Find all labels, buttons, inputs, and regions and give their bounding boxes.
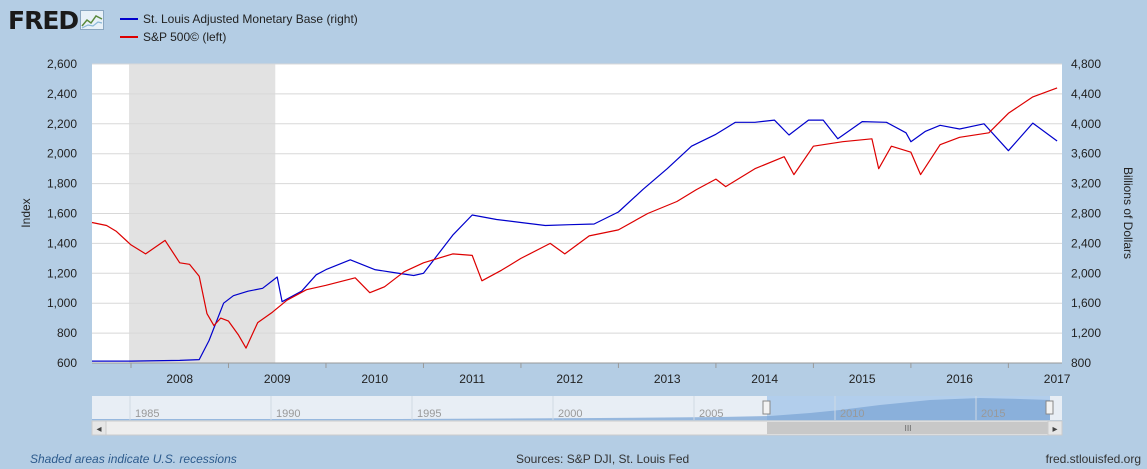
navigator-year-label: 1995 bbox=[417, 408, 441, 420]
x-tick-label: 2008 bbox=[166, 372, 193, 386]
y-tick-label-left: 2,400 bbox=[47, 87, 77, 101]
x-tick-label: 2011 bbox=[459, 372, 485, 386]
x-tick-label: 2015 bbox=[849, 372, 876, 386]
y-tick-label-right: 3,200 bbox=[1071, 177, 1101, 191]
navigator-handle-right[interactable] bbox=[1045, 400, 1054, 415]
navigator-year-label: 1990 bbox=[276, 408, 300, 420]
series-line-sp500[interactable] bbox=[91, 87, 1058, 349]
scroll-right-icon: ▸ bbox=[1052, 424, 1057, 435]
legend-item-monetary-base[interactable]: St. Louis Adjusted Monetary Base (right) bbox=[120, 10, 358, 28]
x-tick-label: 2014 bbox=[751, 372, 778, 386]
y-tick-label-right: 1,600 bbox=[1071, 296, 1101, 310]
legend-label: St. Louis Adjusted Monetary Base (right) bbox=[143, 12, 358, 26]
fred-logo[interactable]: FRED bbox=[8, 5, 105, 35]
legend-swatch-blue bbox=[120, 18, 138, 20]
legend-item-sp500[interactable]: S&P 500© (left) bbox=[120, 28, 358, 46]
scroll-left-button[interactable] bbox=[91, 420, 107, 436]
y-tick-label-right: 2,000 bbox=[1071, 266, 1101, 280]
navigator-handle-left[interactable] bbox=[762, 400, 771, 415]
scroll-right-button[interactable] bbox=[1047, 420, 1063, 436]
y-axis-label-left: Index bbox=[19, 198, 33, 227]
y-tick-label-right: 3,600 bbox=[1071, 147, 1101, 161]
y-tick-label-left: 600 bbox=[57, 356, 77, 370]
x-tick-label: 2012 bbox=[556, 372, 583, 386]
navigator-year-label: 2010 bbox=[840, 408, 864, 420]
x-tick-label: 2009 bbox=[264, 372, 291, 386]
y-tick-label-left: 1,200 bbox=[47, 266, 77, 280]
x-tick-label: 2017 bbox=[1044, 372, 1071, 386]
legend-swatch-red bbox=[120, 36, 138, 38]
y-tick-label-left: 800 bbox=[57, 326, 77, 340]
y-tick-label-left: 1,800 bbox=[47, 177, 77, 191]
y-tick-label-right: 2,400 bbox=[1071, 236, 1101, 250]
logo-text: FRED bbox=[8, 5, 79, 35]
navigator-series-area bbox=[92, 398, 1050, 420]
navigator-year-label: 2015 bbox=[981, 408, 1005, 420]
legend-label: S&P 500© (left) bbox=[143, 30, 227, 44]
y-tick-label-right: 4,800 bbox=[1071, 57, 1101, 71]
x-tick-label: 2013 bbox=[654, 372, 681, 386]
y-tick-label-right: 800 bbox=[1071, 356, 1091, 370]
recession-note: Shaded areas indicate U.S. recessions bbox=[30, 452, 237, 466]
y-tick-label-right: 4,400 bbox=[1071, 87, 1101, 101]
y-tick-label-left: 2,600 bbox=[47, 57, 77, 71]
y-tick-label-left: 1,400 bbox=[47, 236, 77, 250]
logo-graph-icon bbox=[80, 10, 105, 30]
y-axis-label-right: Billions of Dollars bbox=[1121, 167, 1135, 259]
legend: St. Louis Adjusted Monetary Base (right)… bbox=[120, 10, 358, 46]
series-line-monetary-base[interactable] bbox=[92, 119, 1058, 362]
scrollbar-thumb[interactable] bbox=[767, 422, 1050, 434]
scroll-left-icon: ◂ bbox=[96, 424, 101, 435]
y-tick-label-left: 2,200 bbox=[47, 117, 77, 131]
navigator-year-label: 2005 bbox=[699, 408, 723, 420]
y-tick-label-left: 1,600 bbox=[47, 207, 77, 221]
y-tick-label-right: 4,000 bbox=[1071, 117, 1101, 131]
x-tick-label: 2010 bbox=[361, 372, 388, 386]
sources-text: Sources: S&P DJI, St. Louis Fed bbox=[516, 452, 690, 466]
navigator-year-label: 2000 bbox=[558, 408, 582, 420]
y-tick-label-left: 1,000 bbox=[47, 296, 77, 310]
site-link[interactable]: fred.stlouisfed.org bbox=[1045, 452, 1141, 466]
y-tick-label-right: 1,200 bbox=[1071, 326, 1101, 340]
y-tick-label-left: 2,000 bbox=[47, 147, 77, 161]
x-tick-label: 2016 bbox=[946, 372, 973, 386]
navigator-year-label: 1985 bbox=[135, 408, 159, 420]
y-tick-label-right: 2,800 bbox=[1071, 207, 1101, 221]
scroll-grip-icon: III bbox=[904, 424, 911, 433]
